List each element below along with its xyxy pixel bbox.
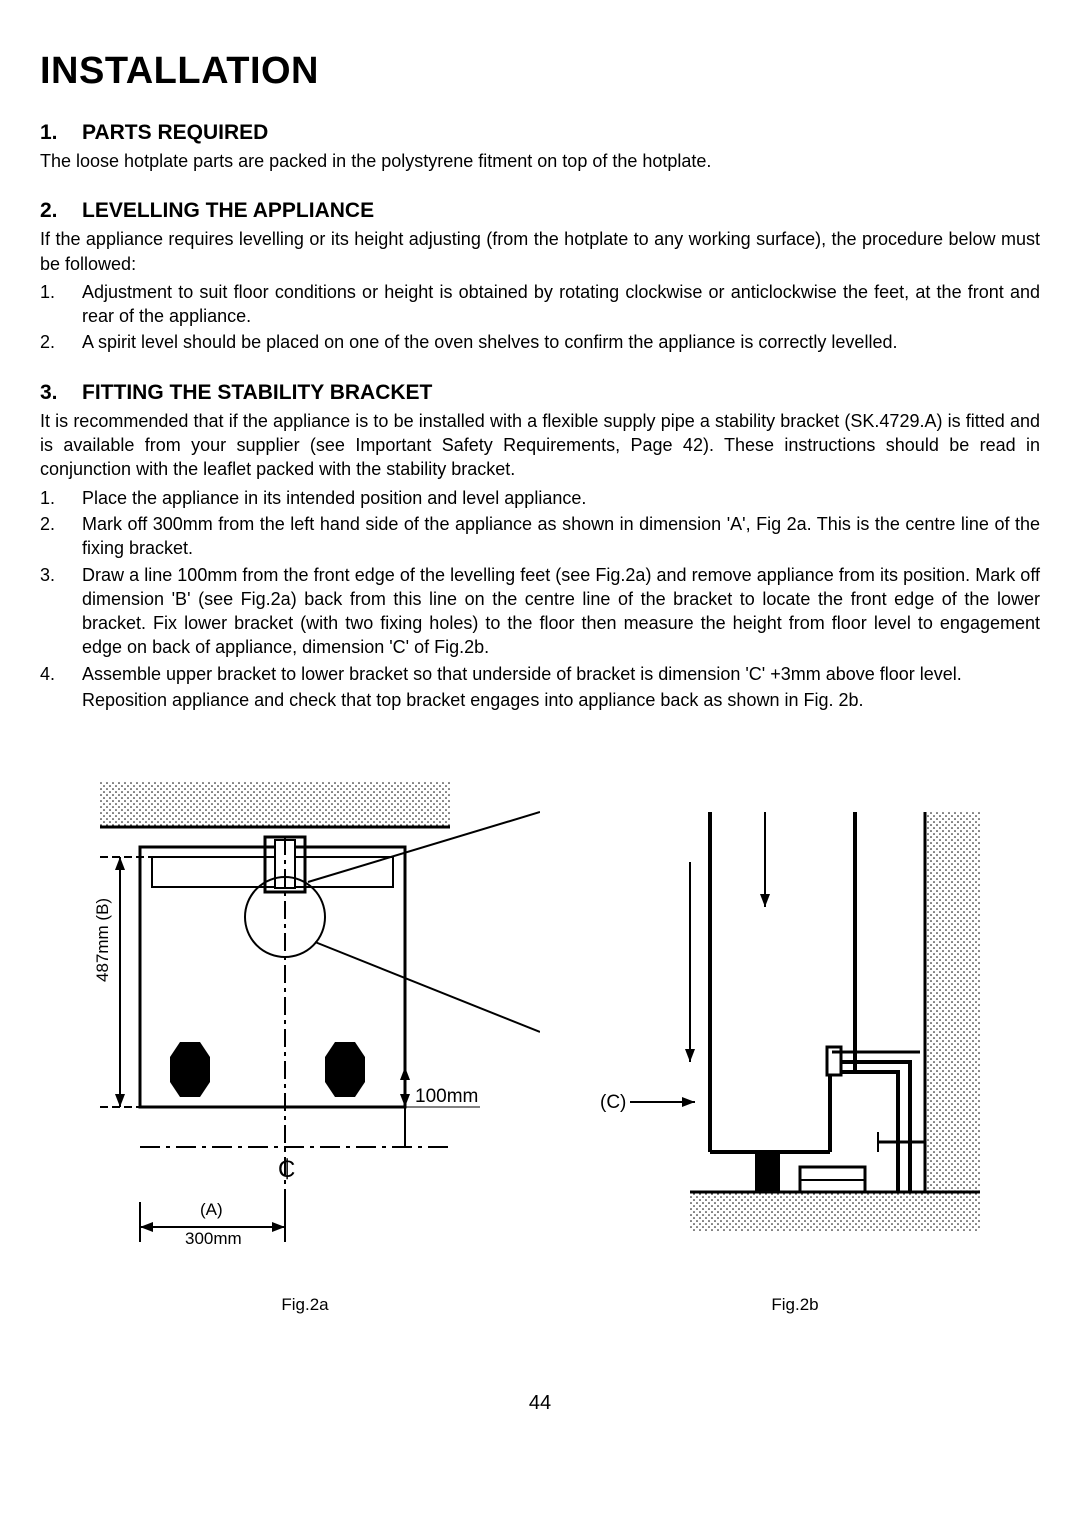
section1-number: 1.: [40, 121, 82, 145]
fig2a-centerline-icon: ₵: [278, 1156, 295, 1183]
fig2a-caption: Fig.2a: [70, 1295, 540, 1315]
section2-number: 2.: [40, 199, 82, 223]
section3-reposition: Reposition appliance and check that top …: [40, 688, 1040, 712]
fig2b-diagram: (C): [600, 812, 990, 1272]
fig2a-100mm: 100mm: [415, 1086, 478, 1107]
page-number: 44: [40, 1392, 1040, 1415]
page-title: INSTALLATION: [40, 50, 1040, 93]
fig2b-caption: Fig.2b: [600, 1295, 990, 1315]
section2-item-1: Adjustment to suit floor conditions or h…: [40, 280, 1040, 329]
figure-2a: 487mm (B) 100mm ₵ (A) 300mm: [70, 782, 540, 1315]
fig2a-dimB: 487mm (B): [93, 898, 112, 982]
section2-intro: If the appliance requires levelling or i…: [40, 227, 1040, 276]
figures-container: 487mm (B) 100mm ₵ (A) 300mm: [40, 782, 1040, 1342]
section-levelling: 2. LEVELLING THE APPLIANCE If the applia…: [40, 199, 1040, 354]
fig2a-dimA-label: (A): [200, 1200, 223, 1219]
section-parts-required: 1. PARTS REQUIRED The loose hotplate par…: [40, 121, 1040, 173]
section3-list: Place the appliance in its intended posi…: [40, 486, 1040, 686]
section3-item-1: Place the appliance in its intended posi…: [40, 486, 1040, 510]
section3-number: 3.: [40, 381, 82, 405]
section2-heading: LEVELLING THE APPLIANCE: [82, 199, 374, 223]
section2-item-2: A spirit level should be placed on one o…: [40, 330, 1040, 354]
fig2b-dimC-label: (C): [600, 1092, 626, 1113]
section1-body: The loose hotplate parts are packed in t…: [40, 149, 1040, 173]
section3-intro: It is recommended that if the appliance …: [40, 409, 1040, 482]
section2-list: Adjustment to suit floor conditions or h…: [40, 280, 1040, 355]
section3-heading: FITTING THE STABILITY BRACKET: [82, 381, 432, 405]
section1-heading: PARTS REQUIRED: [82, 121, 268, 145]
section-stability-bracket: 3. FITTING THE STABILITY BRACKET It is r…: [40, 381, 1040, 713]
fig2a-diagram: 487mm (B) 100mm ₵ (A) 300mm: [70, 782, 540, 1272]
section3-item-4: Assemble upper bracket to lower bracket …: [40, 662, 1040, 686]
figure-2b: (C) Fig.2b: [600, 812, 990, 1315]
section3-item-2: Mark off 300mm from the left hand side o…: [40, 512, 1040, 561]
section3-item-3: Draw a line 100mm from the front edge of…: [40, 563, 1040, 660]
fig2a-dimA-value: 300mm: [185, 1229, 242, 1248]
